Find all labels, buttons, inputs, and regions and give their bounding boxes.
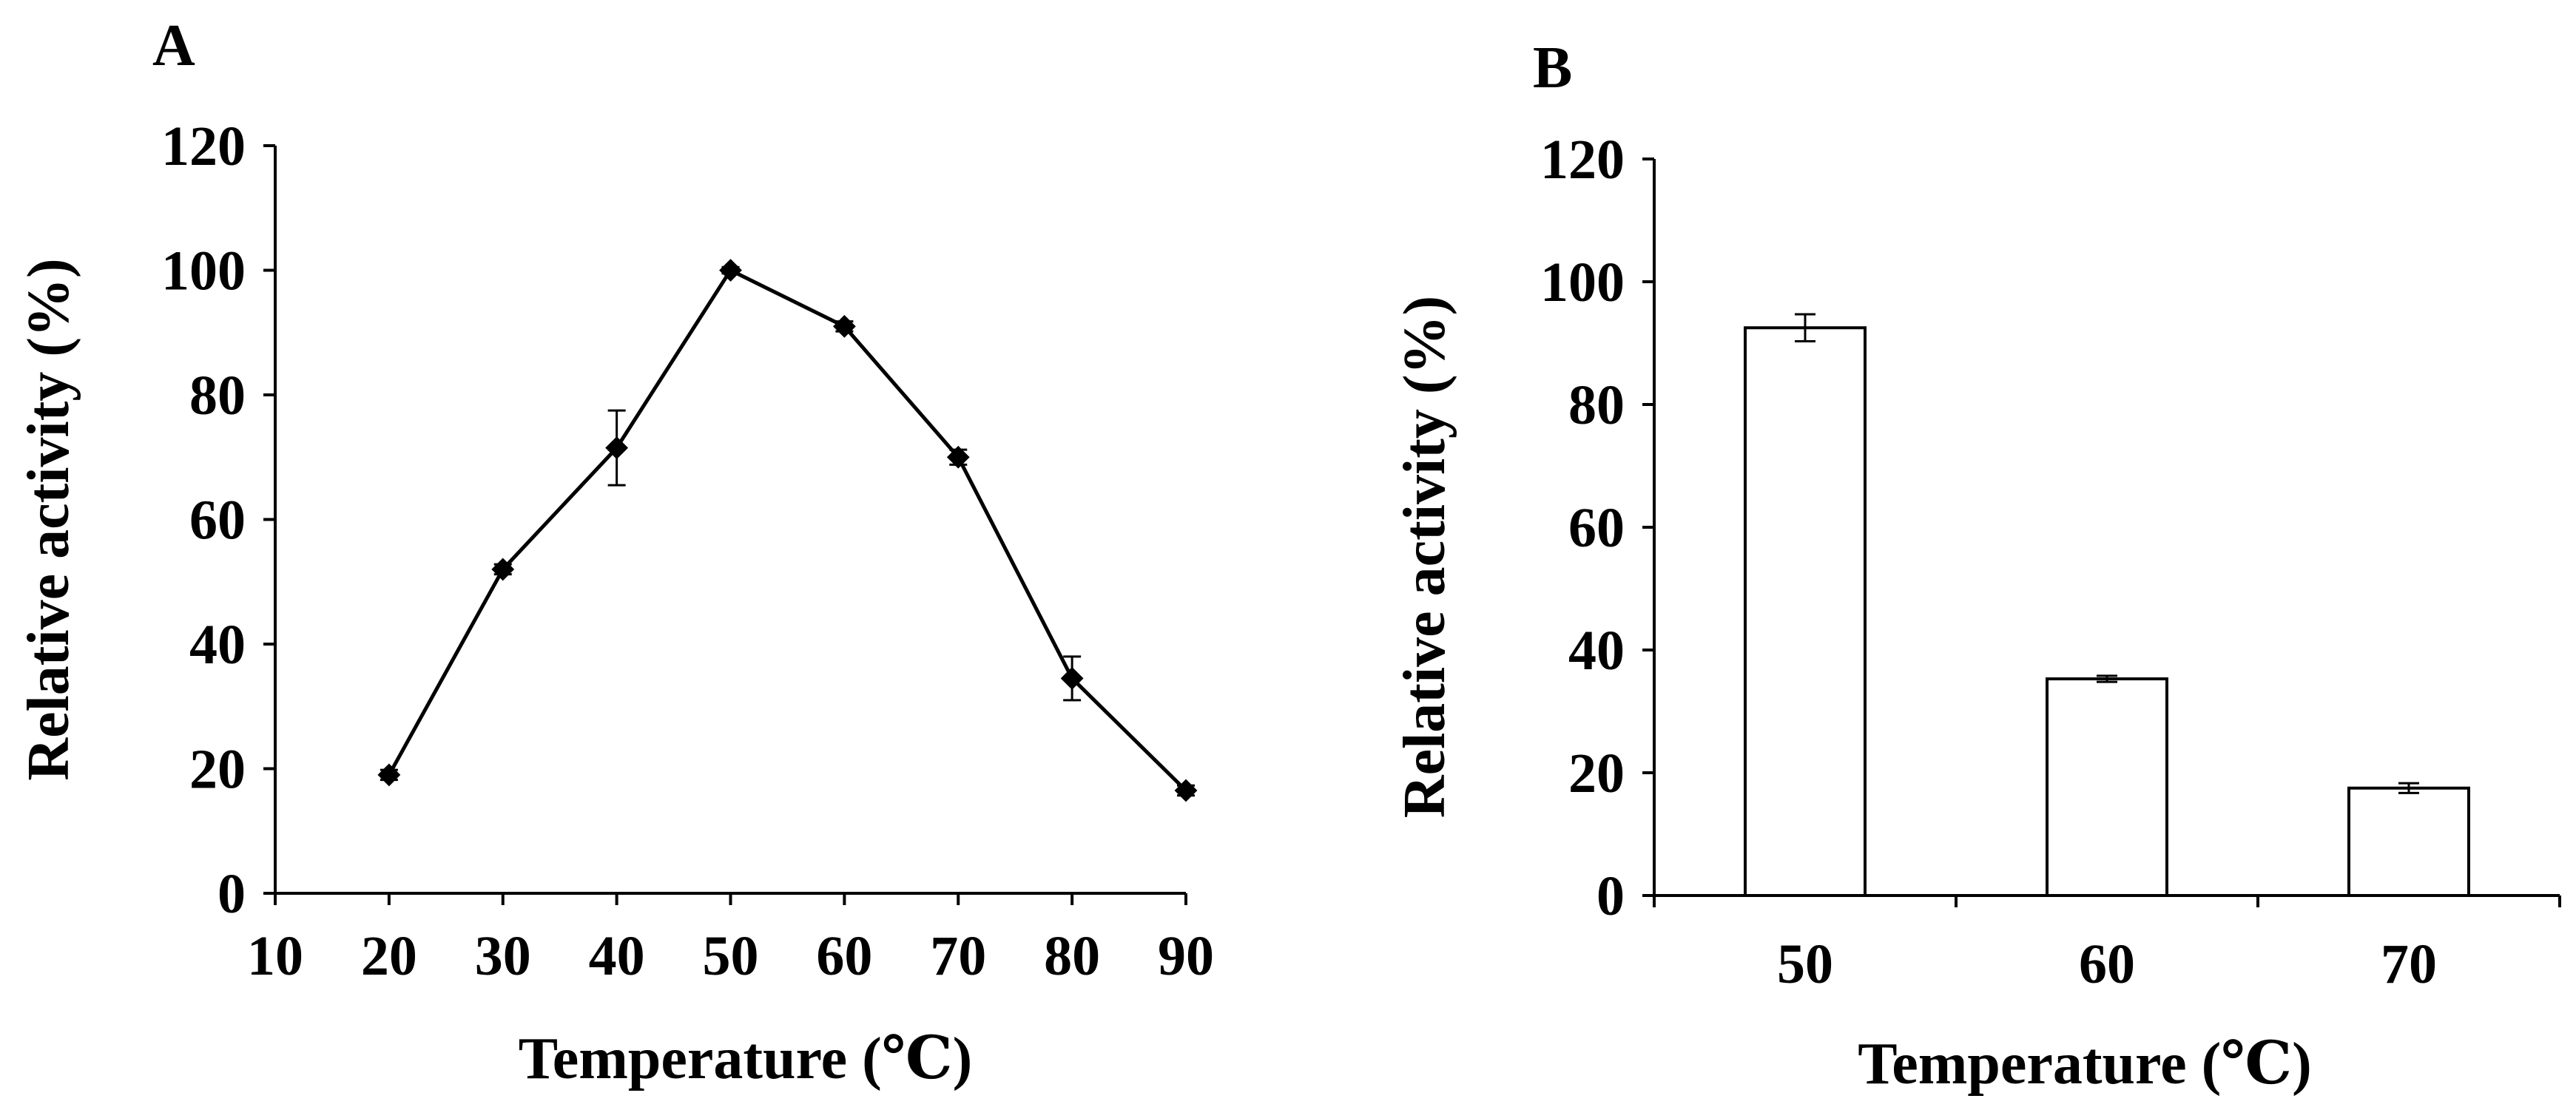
panel-label-a: A: [152, 13, 195, 78]
panel-a-data-point: [377, 763, 401, 787]
panel-a-y-tick-label: 60: [189, 490, 246, 552]
panel-b-y-axis-title: Relative activity (%): [1392, 296, 1457, 818]
panel-a-data-point: [946, 445, 970, 469]
panel-a-x-tick-label: 70: [930, 925, 986, 987]
panel-a-x-tick-label: 20: [361, 925, 417, 987]
panel-a-x-tick-label: 50: [703, 925, 759, 987]
panel-a-data-point: [1174, 779, 1198, 802]
panel-a-series-line: [387, 268, 1187, 792]
panel-a-y-tick-label: 20: [189, 739, 246, 801]
panel-a-x-tick-label: 30: [475, 925, 531, 987]
panel-b-x-tick-label: 60: [2079, 933, 2135, 995]
panel-a-y-tick-label: 100: [161, 240, 246, 302]
panel-a-y-tick-label: 40: [189, 614, 246, 676]
panel-a-data-point: [832, 314, 856, 338]
panel-a-x-tick-label: 40: [589, 925, 645, 987]
panel-a-y-tick-label: 80: [189, 365, 246, 427]
panel-a-y-tick-label: 120: [161, 115, 246, 177]
panel-b-y-tick-label: 80: [1568, 374, 1625, 436]
panel-a-data-point: [491, 558, 515, 581]
panel-b-x-axis-title: Temperature (℃): [1858, 1032, 2312, 1097]
panel-a-data-point: [719, 259, 742, 282]
panel-b-bar: [2046, 677, 2168, 897]
panel-b-y-tick-label: 40: [1568, 620, 1625, 682]
panel-a-x-tick-label: 10: [247, 925, 303, 987]
panel-a-data-point: [1060, 666, 1084, 690]
panel-b-bar: [2347, 786, 2470, 897]
panel-b-y-tick-label: 20: [1568, 742, 1625, 805]
panel-b-x-tick-label: 70: [2381, 933, 2437, 995]
panel-b-y-tick-label: 100: [1540, 251, 1625, 314]
panel-b: B Temperature (℃) Relative activity (%) …: [1392, 35, 2561, 1097]
panel-a-data-point: [605, 436, 629, 460]
panel-b-y-tick-label: 120: [1540, 129, 1625, 191]
panel-a-x-tick-label: 60: [816, 925, 872, 987]
panel-a-x-tick-label: 80: [1044, 925, 1100, 987]
panel-a: A Temperature (℃) Relative activity (%) …: [16, 13, 1214, 1091]
panel-a-y-tick-label: 0: [218, 863, 246, 925]
panel-label-b: B: [1533, 35, 1572, 101]
panel-b-y-tick-label: 60: [1568, 497, 1625, 559]
panel-a-x-axis-title: Temperature (℃): [519, 1026, 973, 1091]
panel-b-y-tick-label: 0: [1596, 865, 1625, 927]
panel-b-bar: [1744, 326, 1867, 897]
panel-a-x-tick-label: 90: [1158, 925, 1214, 987]
panel-a-y-axis-title: Relative activity (%): [16, 258, 81, 780]
panel-b-x-tick-label: 50: [1777, 933, 1833, 995]
